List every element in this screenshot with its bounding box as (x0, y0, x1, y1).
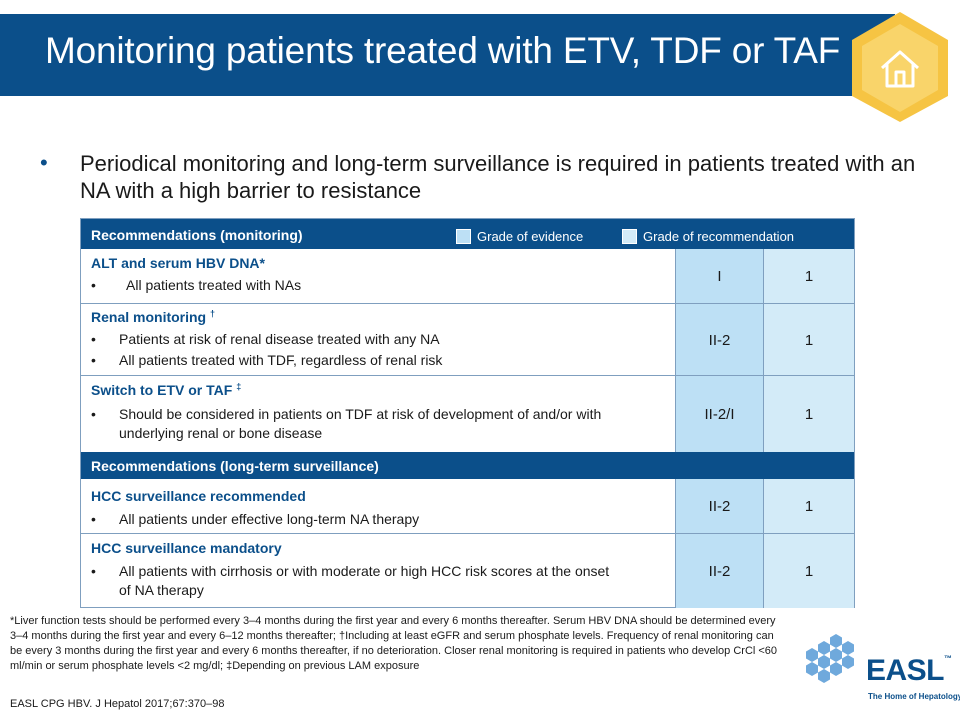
easl-logo: EASL™ The Home of Hepatology (806, 630, 960, 710)
grade-of-evidence-cell: I (675, 249, 763, 303)
legend-evidence-label: Grade of evidence (477, 228, 584, 244)
easl-hexagons-icon (806, 634, 854, 683)
grade-of-evidence-cell: II-2 (675, 479, 763, 533)
table-row: Renal monitoring † • Patients at risk of … (81, 303, 854, 376)
grade-of-recommendation-cell: 1 (763, 534, 854, 608)
footnote: *Liver function tests should be performe… (10, 615, 778, 672)
legend-recommendation-label: Grade of recommendation (643, 228, 795, 244)
table-row: HCC surveillance recommended • All patien… (81, 479, 854, 533)
table-row: ALT and serum HBV DNA* • All patients tre… (81, 249, 854, 303)
row-title: Renal monitoring † (91, 308, 216, 325)
intro-bullet-text: Periodical monitoring and long-term surv… (80, 151, 916, 203)
table-row: HCC surveillance mandatory • All patients… (81, 533, 854, 608)
legend-evidence: Grade of evidence (456, 227, 583, 245)
slide-title: Monitoring patients treated with ETV, TD… (45, 30, 841, 71)
surveillance-header-label: Recommendations (long-term surveillance) (91, 458, 379, 474)
legend-swatch-evidence (456, 228, 471, 244)
grade-of-recommendation-cell: 1 (763, 304, 854, 376)
citation: EASL CPG HBV. J Hepatol 2017;67:370–98 (10, 698, 225, 710)
easl-wordmark: EASL™ (866, 654, 952, 687)
row-title: Switch to ETV or TAF ‡ (91, 381, 242, 398)
table-row: Switch to ETV or TAF ‡ • Should be consid… (81, 375, 854, 453)
legend-recommendation: Grade of recommendation (622, 227, 794, 245)
grade-of-evidence-cell: II-2/I (675, 376, 763, 453)
home-icon (881, 50, 919, 88)
grade-of-evidence-cell: II-2 (675, 304, 763, 376)
recommendations-table: Recommendations (monitoring) Grade of ev… (80, 218, 855, 608)
easl-tagline: The Home of Hepatology (868, 692, 960, 701)
row-title: ALT and serum HBV DNA* (91, 255, 265, 271)
legend-swatch-recommendation (622, 228, 637, 244)
row-title: HCC surveillance mandatory (91, 540, 282, 556)
monitoring-header: Recommendations (monitoring) Grade of ev… (81, 219, 854, 249)
grade-of-evidence-cell: II-2 (675, 534, 763, 608)
grade-of-recommendation-cell: 1 (763, 376, 854, 453)
bullet-marker: • (40, 150, 48, 175)
monitoring-header-label: Recommendations (monitoring) (91, 227, 303, 243)
grade-of-recommendation-cell: 1 (763, 249, 854, 303)
title-bar: Monitoring patients treated with ETV, TD… (0, 14, 895, 96)
surveillance-header: Recommendations (long-term surveillance) (81, 452, 854, 479)
grade-of-recommendation-cell: 1 (763, 479, 854, 533)
home-button[interactable] (850, 10, 950, 124)
row-title: HCC surveillance recommended (91, 488, 306, 504)
